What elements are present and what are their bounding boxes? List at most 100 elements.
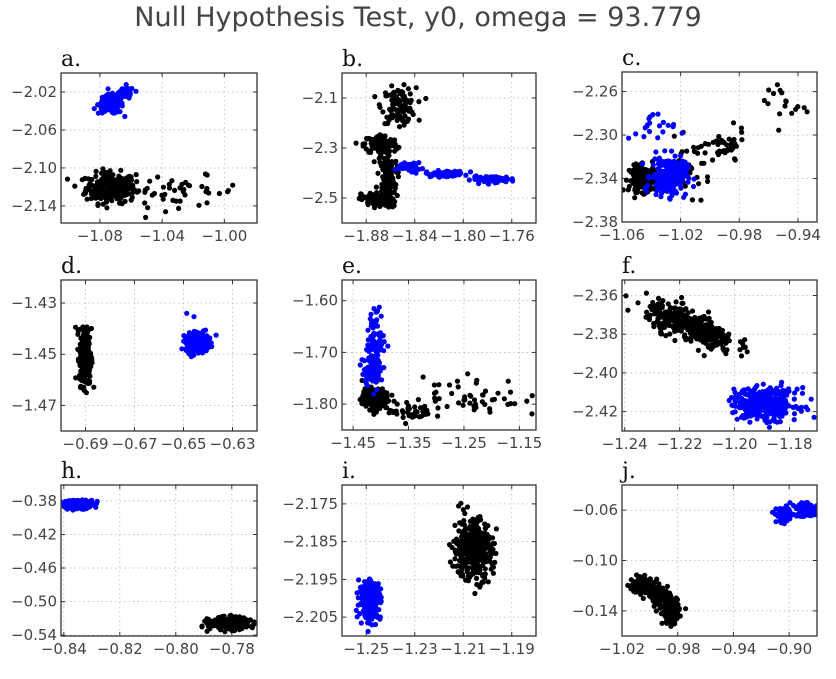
- observed-point: [779, 379, 785, 385]
- null-point: [623, 177, 630, 183]
- null-point: [468, 536, 474, 542]
- observed-point: [763, 415, 769, 421]
- observed-point: [374, 387, 380, 393]
- null-point: [79, 177, 85, 183]
- null-point: [671, 133, 677, 139]
- observed-point: [766, 424, 773, 430]
- observed-point: [360, 594, 366, 600]
- observed-point: [115, 90, 122, 96]
- null-point: [85, 370, 91, 376]
- observed-point: [413, 170, 419, 176]
- observed-point: [375, 357, 381, 364]
- null-point: [705, 141, 712, 147]
- y-tick-label: −1.60: [292, 292, 338, 310]
- null-point: [85, 365, 91, 371]
- x-tick-label: −1.76: [489, 227, 535, 245]
- observed-point: [654, 187, 660, 194]
- null-point: [134, 179, 140, 185]
- null-point: [625, 582, 631, 589]
- null-point: [373, 184, 379, 190]
- observed-point: [490, 178, 496, 184]
- null-point: [382, 188, 389, 194]
- null-point: [416, 99, 422, 105]
- null-point: [681, 334, 688, 340]
- observed-point: [123, 82, 129, 88]
- null-point: [394, 192, 400, 199]
- observed-point: [123, 93, 129, 99]
- panel-label: j.: [619, 459, 636, 484]
- null-point: [462, 397, 468, 403]
- null-point: [643, 314, 649, 320]
- x-tick-label: −1.19: [489, 640, 535, 658]
- x-tick-label: −0.82: [97, 640, 143, 658]
- null-point: [482, 521, 488, 527]
- observed-point: [403, 162, 409, 168]
- null-point: [701, 160, 707, 166]
- null-point: [80, 369, 86, 375]
- observed-point: [764, 401, 770, 407]
- null-point: [705, 309, 712, 315]
- observed-point: [76, 500, 82, 507]
- observed-point: [109, 109, 115, 115]
- observed-point: [186, 330, 192, 336]
- null-point: [376, 102, 382, 108]
- null-point: [649, 307, 655, 313]
- observed-point: [423, 170, 429, 176]
- subplot-b: b.−1.88 −1.84 −1.80 −1.76−2.1−2.3−2.5: [302, 47, 537, 245]
- null-point: [72, 183, 78, 189]
- observed-point: [374, 591, 380, 597]
- null-point: [640, 578, 646, 584]
- null-point: [361, 398, 367, 404]
- null-point: [100, 201, 106, 207]
- null-point: [390, 196, 396, 202]
- null-point: [170, 197, 176, 203]
- null-point: [452, 522, 458, 529]
- observed-point: [357, 362, 363, 368]
- observed-point: [726, 397, 732, 404]
- x-tick-label: −1.35: [386, 434, 432, 452]
- null-point: [86, 336, 92, 342]
- null-point: [362, 141, 368, 147]
- null-point: [695, 145, 701, 151]
- y-tick-label: −2.1: [302, 89, 338, 107]
- null-point: [124, 191, 131, 197]
- observed-point: [366, 348, 372, 354]
- null-point: [479, 399, 485, 405]
- null-point: [126, 173, 132, 180]
- null-point: [118, 167, 124, 173]
- null-point: [424, 407, 430, 413]
- null-point: [387, 177, 393, 183]
- null-point: [64, 176, 71, 182]
- null-point: [475, 566, 481, 572]
- null-point: [482, 566, 488, 572]
- panel-label: e.: [342, 254, 362, 279]
- observed-point: [82, 498, 88, 504]
- observed-point: [639, 161, 646, 167]
- null-point: [402, 98, 408, 104]
- null-point: [505, 378, 511, 384]
- observed-point: [645, 173, 651, 180]
- null-point: [244, 623, 250, 629]
- null-point: [460, 573, 466, 579]
- null-point: [415, 397, 421, 403]
- observed-point: [780, 387, 786, 394]
- observed-point: [770, 406, 776, 412]
- null-point: [722, 335, 728, 341]
- x-tick-label: −0.90: [766, 640, 812, 658]
- null-point: [400, 89, 406, 95]
- null-point: [388, 113, 394, 119]
- null-point: [708, 337, 714, 343]
- null-point: [475, 556, 481, 562]
- null-point: [478, 552, 484, 558]
- observed-point: [94, 498, 100, 504]
- null-point: [658, 331, 664, 337]
- observed-point: [677, 182, 683, 188]
- observed-point: [371, 391, 377, 397]
- null-point: [113, 184, 119, 190]
- null-point: [460, 402, 466, 408]
- null-point: [407, 99, 413, 106]
- y-tick-label: −1.45: [11, 345, 57, 363]
- null-point: [703, 335, 709, 341]
- null-point: [474, 581, 480, 588]
- null-point: [460, 507, 466, 513]
